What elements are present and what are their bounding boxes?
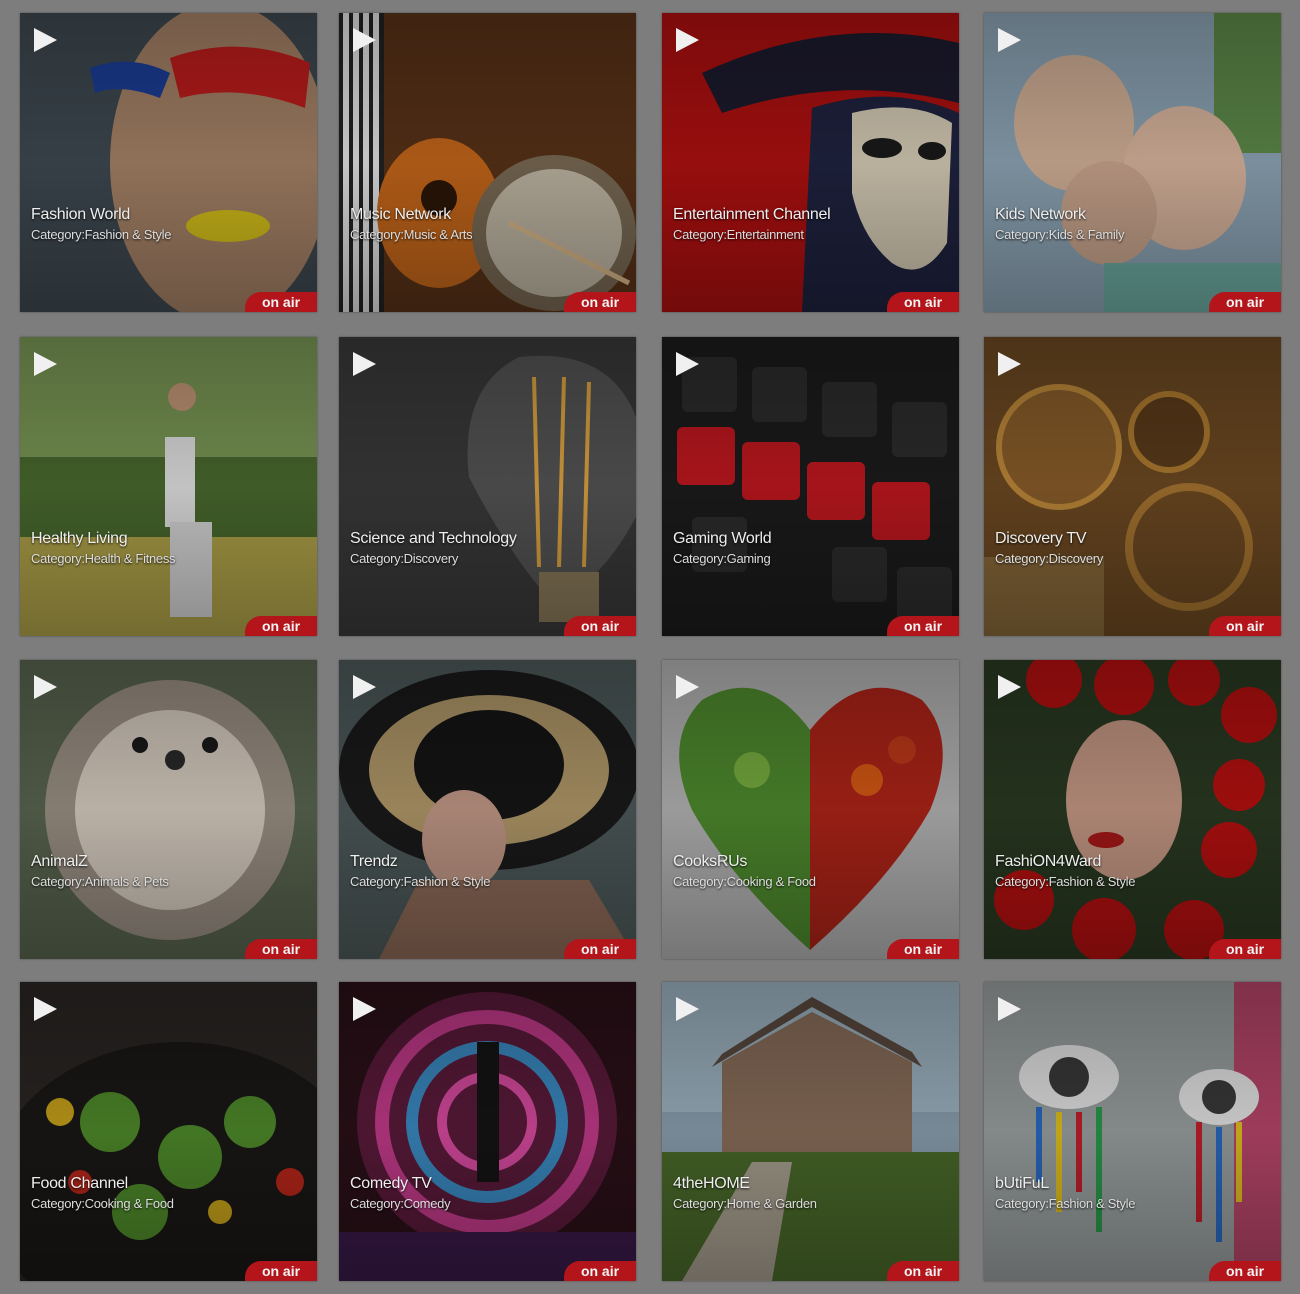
play-icon[interactable] xyxy=(674,674,700,700)
image-overlay xyxy=(662,13,959,312)
channel-card-entertainment-channel[interactable]: Entertainment Channel Category:Entertain… xyxy=(662,13,959,312)
channel-title: CooksRUs xyxy=(673,853,747,871)
channel-category: Category:Discovery xyxy=(350,551,458,566)
on-air-badge: on air xyxy=(887,1261,959,1281)
play-icon[interactable] xyxy=(32,674,58,700)
channel-category: Category:Gaming xyxy=(673,551,770,566)
play-icon[interactable] xyxy=(996,674,1022,700)
on-air-badge: on air xyxy=(245,292,317,312)
play-icon[interactable] xyxy=(674,27,700,53)
channel-title: Music Network xyxy=(350,206,451,224)
play-icon[interactable] xyxy=(674,996,700,1022)
play-icon[interactable] xyxy=(351,351,377,377)
image-overlay xyxy=(984,660,1281,959)
on-air-badge: on air xyxy=(887,616,959,636)
on-air-badge: on air xyxy=(1209,292,1281,312)
channel-card-kids-network[interactable]: Kids Network Category:Kids & Family on a… xyxy=(984,13,1281,312)
image-overlay xyxy=(339,660,636,959)
on-air-badge: on air xyxy=(564,939,636,959)
channel-card-music-network[interactable]: Music Network Category:Music & Arts on a… xyxy=(339,13,636,312)
image-overlay xyxy=(984,982,1281,1281)
image-overlay xyxy=(662,337,959,636)
channel-category: Category:Animals & Pets xyxy=(31,874,169,889)
channel-category: Category:Fashion & Style xyxy=(995,1196,1135,1211)
channel-title: 4theHOME xyxy=(673,1175,750,1193)
on-air-badge: on air xyxy=(1209,1261,1281,1281)
image-overlay xyxy=(984,337,1281,636)
channel-card-discovery-tv[interactable]: Discovery TV Category:Discovery on air xyxy=(984,337,1281,636)
channel-category: Category:Comedy xyxy=(350,1196,450,1211)
image-overlay xyxy=(339,337,636,636)
channel-category: Category:Cooking & Food xyxy=(673,874,816,889)
on-air-badge: on air xyxy=(564,292,636,312)
channel-category: Category:Music & Arts xyxy=(350,227,472,242)
image-overlay xyxy=(984,13,1281,312)
on-air-badge: on air xyxy=(564,1261,636,1281)
play-icon[interactable] xyxy=(674,351,700,377)
channel-card-fashion4ward[interactable]: FashiON4Ward Category:Fashion & Style on… xyxy=(984,660,1281,959)
channel-card-food-channel[interactable]: Food Channel Category:Cooking & Food on … xyxy=(20,982,317,1281)
channel-category: Category:Fashion & Style xyxy=(31,227,171,242)
channel-card-fashion-world[interactable]: Fashion World Category:Fashion & Style o… xyxy=(20,13,317,312)
image-overlay xyxy=(20,337,317,636)
channel-card-4thehome[interactable]: 4theHOME Category:Home & Garden on air xyxy=(662,982,959,1281)
channel-card-comedy-tv[interactable]: Comedy TV Category:Comedy on air xyxy=(339,982,636,1281)
channel-title: Fashion World xyxy=(31,206,130,224)
channel-category: Category:Health & Fitness xyxy=(31,551,175,566)
image-overlay xyxy=(339,13,636,312)
channel-title: Healthy Living xyxy=(31,530,127,548)
channel-title: Food Channel xyxy=(31,1175,128,1193)
channel-card-science-and-technology[interactable]: Science and Technology Category:Discover… xyxy=(339,337,636,636)
channel-title: Entertainment Channel xyxy=(673,206,830,224)
image-overlay xyxy=(20,982,317,1281)
channel-title: bUtiFuL xyxy=(995,1175,1049,1193)
play-icon[interactable] xyxy=(351,674,377,700)
image-overlay xyxy=(662,982,959,1281)
play-icon[interactable] xyxy=(32,351,58,377)
channel-card-cooksrus[interactable]: CooksRUs Category:Cooking & Food on air xyxy=(662,660,959,959)
play-icon[interactable] xyxy=(996,27,1022,53)
channel-title: AnimalZ xyxy=(31,853,88,871)
channel-card-animalz[interactable]: AnimalZ Category:Animals & Pets on air xyxy=(20,660,317,959)
channel-card-butiful[interactable]: bUtiFuL Category:Fashion & Style on air xyxy=(984,982,1281,1281)
on-air-badge: on air xyxy=(887,292,959,312)
on-air-badge: on air xyxy=(1209,939,1281,959)
channel-category: Category:Fashion & Style xyxy=(995,874,1135,889)
play-icon[interactable] xyxy=(32,27,58,53)
on-air-badge: on air xyxy=(245,939,317,959)
play-icon[interactable] xyxy=(996,996,1022,1022)
channel-category: Category:Home & Garden xyxy=(673,1196,817,1211)
channel-title: Comedy TV xyxy=(350,1175,431,1193)
channel-card-healthy-living[interactable]: Healthy Living Category:Health & Fitness… xyxy=(20,337,317,636)
on-air-badge: on air xyxy=(887,939,959,959)
channel-category: Category:Entertainment xyxy=(673,227,804,242)
channel-title: Science and Technology xyxy=(350,530,517,548)
image-overlay xyxy=(20,13,317,312)
channel-category: Category:Discovery xyxy=(995,551,1103,566)
image-overlay xyxy=(20,660,317,959)
channel-category: Category:Fashion & Style xyxy=(350,874,490,889)
on-air-badge: on air xyxy=(245,1261,317,1281)
channel-title: Gaming World xyxy=(673,530,771,548)
channel-card-gaming-world[interactable]: Gaming World Category:Gaming on air xyxy=(662,337,959,636)
channel-category: Category:Cooking & Food xyxy=(31,1196,174,1211)
on-air-badge: on air xyxy=(1209,616,1281,636)
play-icon[interactable] xyxy=(351,27,377,53)
play-icon[interactable] xyxy=(996,351,1022,377)
image-overlay xyxy=(662,660,959,959)
on-air-badge: on air xyxy=(564,616,636,636)
on-air-badge: on air xyxy=(245,616,317,636)
play-icon[interactable] xyxy=(351,996,377,1022)
play-icon[interactable] xyxy=(32,996,58,1022)
image-overlay xyxy=(339,982,636,1281)
channel-card-trendz[interactable]: Trendz Category:Fashion & Style on air xyxy=(339,660,636,959)
channel-title: Discovery TV xyxy=(995,530,1086,548)
channel-title: FashiON4Ward xyxy=(995,853,1101,871)
channel-title: Kids Network xyxy=(995,206,1086,224)
channel-title: Trendz xyxy=(350,853,397,871)
channel-category: Category:Kids & Family xyxy=(995,227,1124,242)
